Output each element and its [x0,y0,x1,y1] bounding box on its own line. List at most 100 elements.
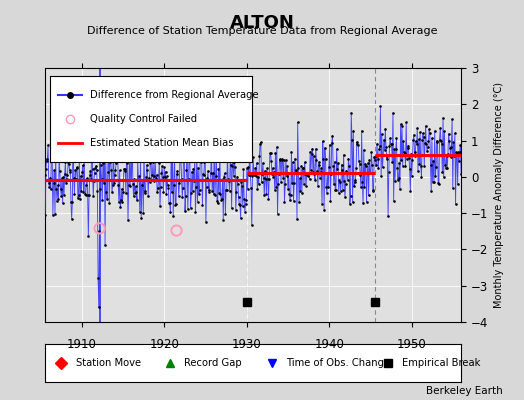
Point [234,181,242,187]
Point [110,180,118,186]
Text: 1920: 1920 [149,338,179,351]
Point [228,163,236,170]
Point [140,147,148,153]
Point [252,172,260,179]
Point [323,190,331,196]
Point [331,186,340,193]
Point [159,174,167,181]
Point [295,199,303,206]
Point [129,193,138,200]
Point [197,159,205,166]
Point [257,139,265,146]
Point [214,165,223,172]
Point [448,116,456,122]
Point [248,222,256,228]
Point [417,163,425,170]
Point [137,214,145,221]
Point [379,151,387,158]
Point [210,191,218,197]
Point [446,144,454,151]
Point [211,192,219,198]
Point [152,172,161,178]
Point [242,201,250,208]
Point [292,167,300,173]
Point [138,182,146,188]
Point [56,168,64,174]
Point [375,146,383,153]
Point [302,182,310,189]
Point [346,192,355,199]
Point [424,138,433,144]
Point [171,201,180,208]
Point [41,212,49,219]
Point [449,185,457,191]
Point [387,141,396,147]
Point [317,165,325,171]
Point [290,180,298,186]
Point [96,185,104,192]
Point [167,153,176,159]
Point [418,136,427,143]
Point [151,154,159,160]
Point [247,184,255,191]
Point [402,156,411,162]
Point [103,196,111,202]
Point [79,162,87,169]
Point [187,190,195,197]
Point [59,200,67,206]
Point [429,158,438,164]
Point [293,216,301,222]
Point [402,119,410,126]
Point [301,171,310,177]
Point [204,168,212,174]
Point [150,173,159,180]
Point [275,171,283,178]
Point [420,162,429,169]
Point [70,175,78,181]
Point [223,151,232,158]
Point [237,179,246,185]
Point [160,164,168,171]
Point [216,191,225,198]
Point [455,157,463,164]
Point [140,190,149,196]
Point [256,140,264,147]
Point [212,151,221,157]
Text: Difference from Regional Average: Difference from Regional Average [90,90,259,100]
Point [304,170,313,176]
Point [107,167,115,173]
Point [191,208,200,215]
Point [153,189,161,196]
Point [451,130,459,136]
Point [268,165,277,171]
Point [136,209,144,216]
Point [357,128,366,134]
Point [208,142,216,148]
Point [300,159,309,165]
Point [57,192,66,199]
Point [398,123,406,130]
Point [168,140,177,147]
Point [425,126,433,132]
Point [174,193,183,199]
Point [230,159,238,165]
Point [446,154,455,160]
Point [263,165,271,172]
Point [340,178,348,184]
Point [210,140,219,147]
Point [376,103,385,109]
Text: Record Gap: Record Gap [184,358,242,368]
Point [195,191,203,197]
Point [299,164,308,171]
Point [366,170,374,176]
Point [183,206,192,212]
Point [316,174,324,181]
Point [58,175,66,181]
Point [412,141,421,147]
Point [431,128,439,134]
Point [400,149,408,156]
Point [437,138,445,144]
Point [104,123,113,130]
Point [342,168,351,174]
Point [94,275,102,282]
